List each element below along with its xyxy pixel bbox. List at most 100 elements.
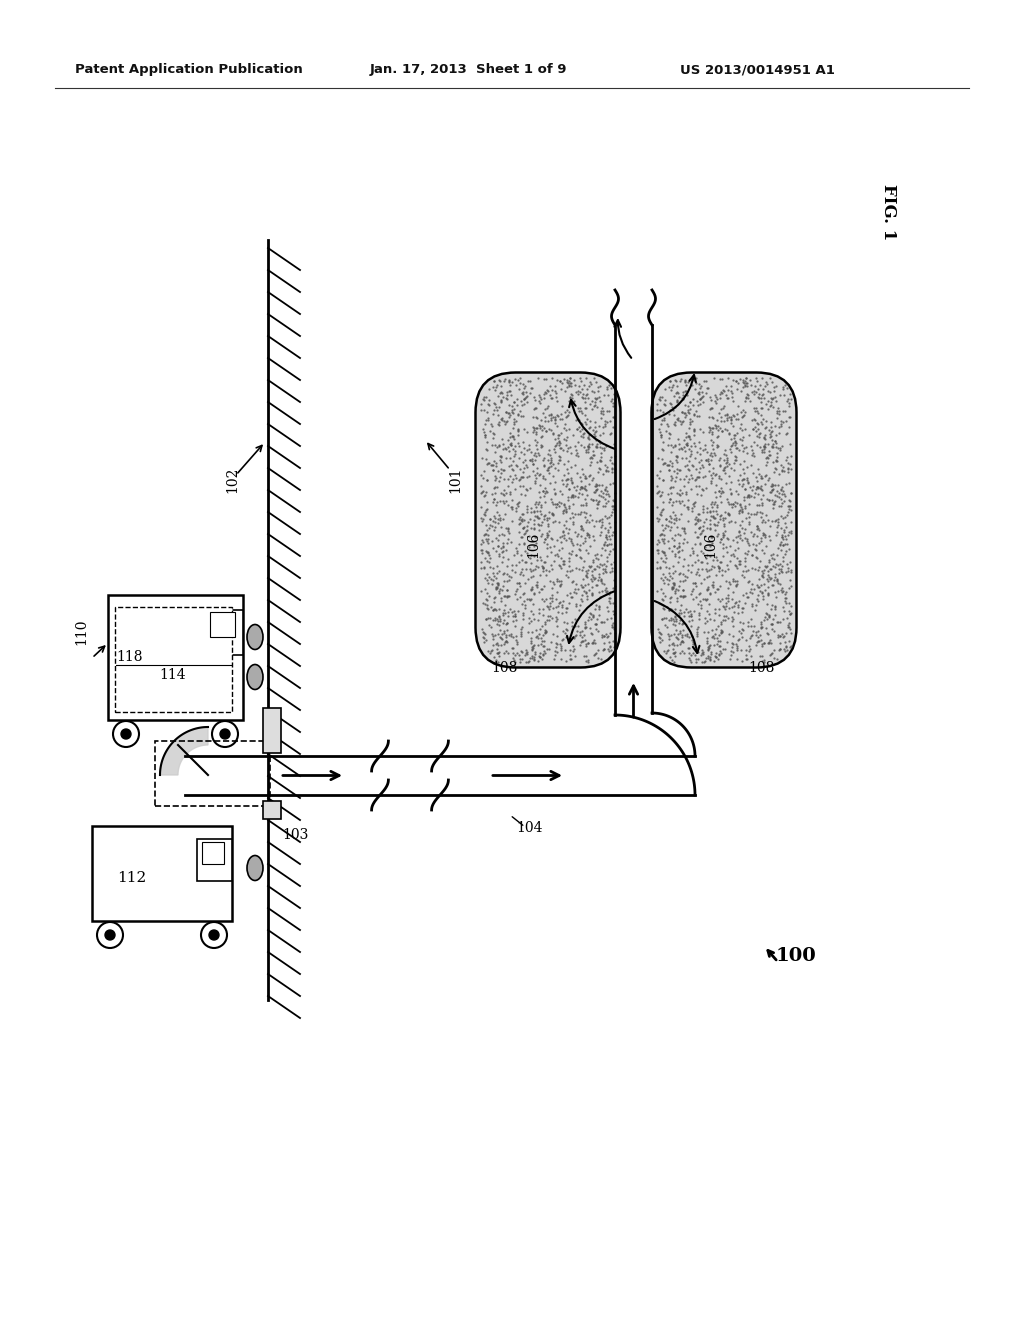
Point	[523, 378, 540, 399]
Point	[525, 399, 542, 420]
Point	[498, 626, 514, 647]
Point	[674, 482, 690, 503]
Point	[753, 467, 769, 488]
Point	[653, 438, 670, 459]
Point	[744, 533, 761, 554]
Point	[708, 515, 724, 536]
Point	[541, 639, 557, 660]
Point	[736, 418, 753, 440]
Point	[493, 516, 509, 537]
Point	[475, 503, 492, 524]
Point	[528, 626, 545, 647]
Point	[571, 540, 588, 561]
Point	[496, 469, 512, 490]
Point	[654, 570, 671, 591]
Point	[538, 565, 554, 586]
Point	[581, 573, 597, 594]
Point	[536, 480, 552, 502]
Point	[601, 587, 617, 609]
Point	[601, 581, 617, 602]
Point	[494, 451, 510, 473]
Point	[725, 602, 741, 623]
Point	[579, 484, 595, 506]
Point	[656, 379, 673, 400]
Point	[486, 587, 503, 609]
Point	[472, 507, 488, 528]
Point	[513, 466, 529, 487]
Point	[673, 585, 689, 606]
Point	[592, 525, 608, 546]
Point	[606, 602, 623, 623]
Point	[680, 496, 696, 517]
Point	[765, 556, 781, 577]
Point	[764, 479, 780, 500]
Point	[571, 397, 588, 418]
Point	[728, 433, 744, 454]
Point	[562, 582, 579, 603]
Point	[663, 607, 679, 628]
Point	[547, 407, 563, 428]
Point	[759, 554, 775, 576]
Point	[677, 441, 693, 462]
Point	[524, 416, 541, 437]
Point	[527, 424, 544, 445]
Point	[573, 620, 590, 642]
Point	[507, 478, 523, 499]
Point	[658, 597, 675, 618]
Point	[667, 412, 683, 433]
Point	[490, 504, 507, 525]
Point	[516, 524, 532, 545]
Point	[717, 502, 733, 523]
Point	[592, 437, 608, 458]
Point	[551, 424, 567, 445]
Point	[664, 649, 680, 671]
Point	[567, 445, 584, 466]
Point	[666, 573, 682, 594]
Point	[753, 475, 769, 496]
Point	[527, 494, 544, 515]
Point	[556, 413, 572, 434]
Point	[675, 490, 691, 511]
Point	[694, 385, 711, 407]
Point	[717, 404, 733, 425]
Point	[769, 450, 785, 471]
Point	[592, 375, 608, 396]
Point	[744, 440, 761, 461]
Point	[666, 461, 682, 482]
Point	[481, 395, 498, 416]
Point	[581, 429, 597, 450]
Point	[656, 544, 673, 565]
Point	[698, 632, 715, 653]
Point	[500, 437, 516, 458]
Point	[691, 466, 708, 487]
Point	[715, 524, 731, 545]
Point	[660, 599, 677, 620]
Point	[541, 440, 557, 461]
Point	[681, 451, 697, 473]
Point	[584, 447, 600, 469]
Point	[738, 582, 755, 603]
Point	[668, 645, 684, 667]
Point	[679, 400, 695, 421]
Point	[666, 512, 682, 533]
Point	[501, 477, 517, 498]
Point	[485, 562, 502, 583]
Point	[740, 572, 757, 593]
Point	[754, 385, 770, 407]
Point	[732, 611, 749, 632]
Point	[702, 473, 719, 494]
Point	[769, 511, 785, 532]
Point	[555, 474, 571, 495]
Point	[741, 477, 758, 498]
Point	[706, 610, 722, 631]
Point	[480, 453, 497, 474]
Point	[677, 570, 693, 591]
Point	[778, 411, 795, 432]
Point	[480, 552, 497, 573]
Point	[605, 434, 622, 455]
FancyBboxPatch shape	[475, 372, 621, 668]
Point	[508, 498, 524, 519]
Point	[574, 569, 591, 590]
Point	[560, 405, 577, 426]
Point	[506, 545, 522, 566]
